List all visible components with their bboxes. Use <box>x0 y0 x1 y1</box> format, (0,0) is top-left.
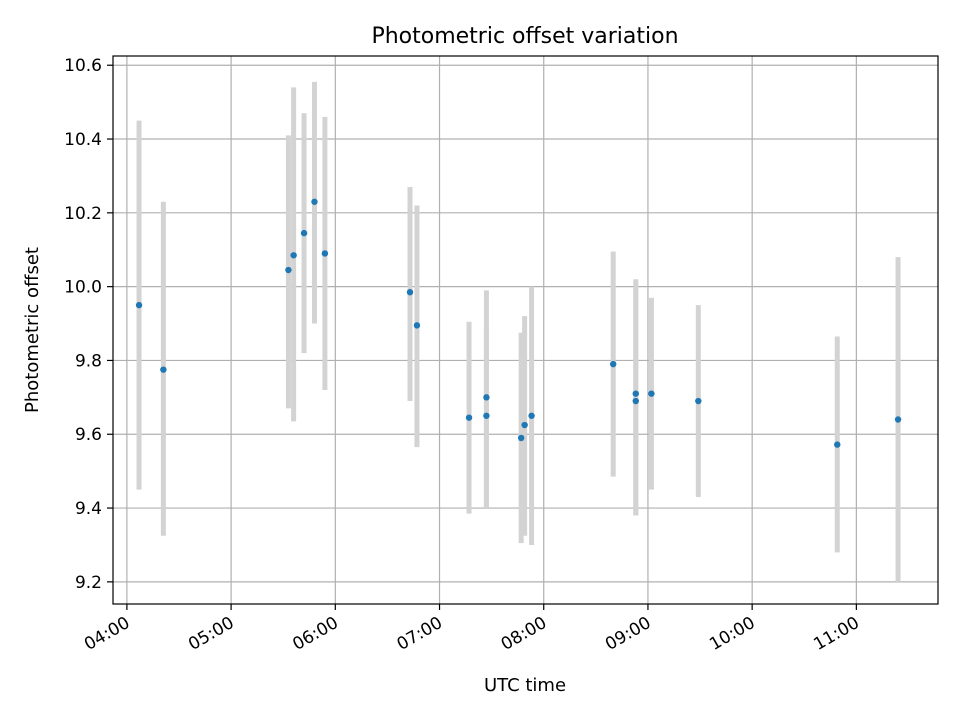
data-point <box>834 441 841 448</box>
plot-frame <box>112 55 939 605</box>
data-point <box>406 288 414 296</box>
x-axis-label: UTC time <box>484 675 566 696</box>
data-point <box>483 394 490 401</box>
x-tick-label: 08:00 <box>498 613 550 655</box>
x-tick-label: 10:00 <box>706 613 758 655</box>
x-tick-label: 07:00 <box>394 613 446 655</box>
x-tick-label: 11:00 <box>810 613 862 655</box>
grid <box>113 56 938 604</box>
x-tick-label: 05:00 <box>185 613 237 655</box>
data-point <box>160 366 167 373</box>
y-tick-label: 10.4 <box>64 130 102 150</box>
data-point <box>528 412 535 419</box>
data-points <box>135 198 902 448</box>
data-point <box>321 250 329 257</box>
y-tick-label: 10.2 <box>64 204 102 224</box>
chart-title: Photometric offset variation <box>371 24 678 49</box>
errorbars <box>136 81 901 582</box>
y-tick-label: 9.6 <box>75 425 102 445</box>
x-tick-label: 04:00 <box>81 613 133 655</box>
data-point <box>610 360 617 368</box>
data-point <box>632 390 639 397</box>
ticks: 04:00 05:00 06:00 07:00 08:00 09:00 10:00 11:00… <box>64 56 863 655</box>
data-point <box>648 390 655 397</box>
data-point <box>894 416 902 423</box>
data-point <box>413 322 421 329</box>
y-tick-label: 9.8 <box>75 351 102 371</box>
data-point <box>290 252 297 259</box>
x-tick-label: 09:00 <box>602 613 654 655</box>
data-point <box>300 229 308 237</box>
data-point <box>135 301 143 309</box>
data-point <box>517 434 525 442</box>
data-point <box>465 414 473 421</box>
data-point <box>632 397 639 405</box>
y-tick-label: 9.2 <box>75 573 102 593</box>
data-point <box>483 412 490 419</box>
data-point <box>285 266 292 274</box>
y-axis-label: Photometric offset <box>22 247 43 413</box>
data-point <box>311 198 318 205</box>
y-tick-label: 10.6 <box>64 56 102 76</box>
data-point <box>521 421 528 429</box>
x-tick-label: 06:00 <box>289 613 341 655</box>
y-tick-label: 9.4 <box>75 499 102 519</box>
y-tick-label: 10.0 <box>64 278 102 298</box>
data-point <box>695 397 702 405</box>
